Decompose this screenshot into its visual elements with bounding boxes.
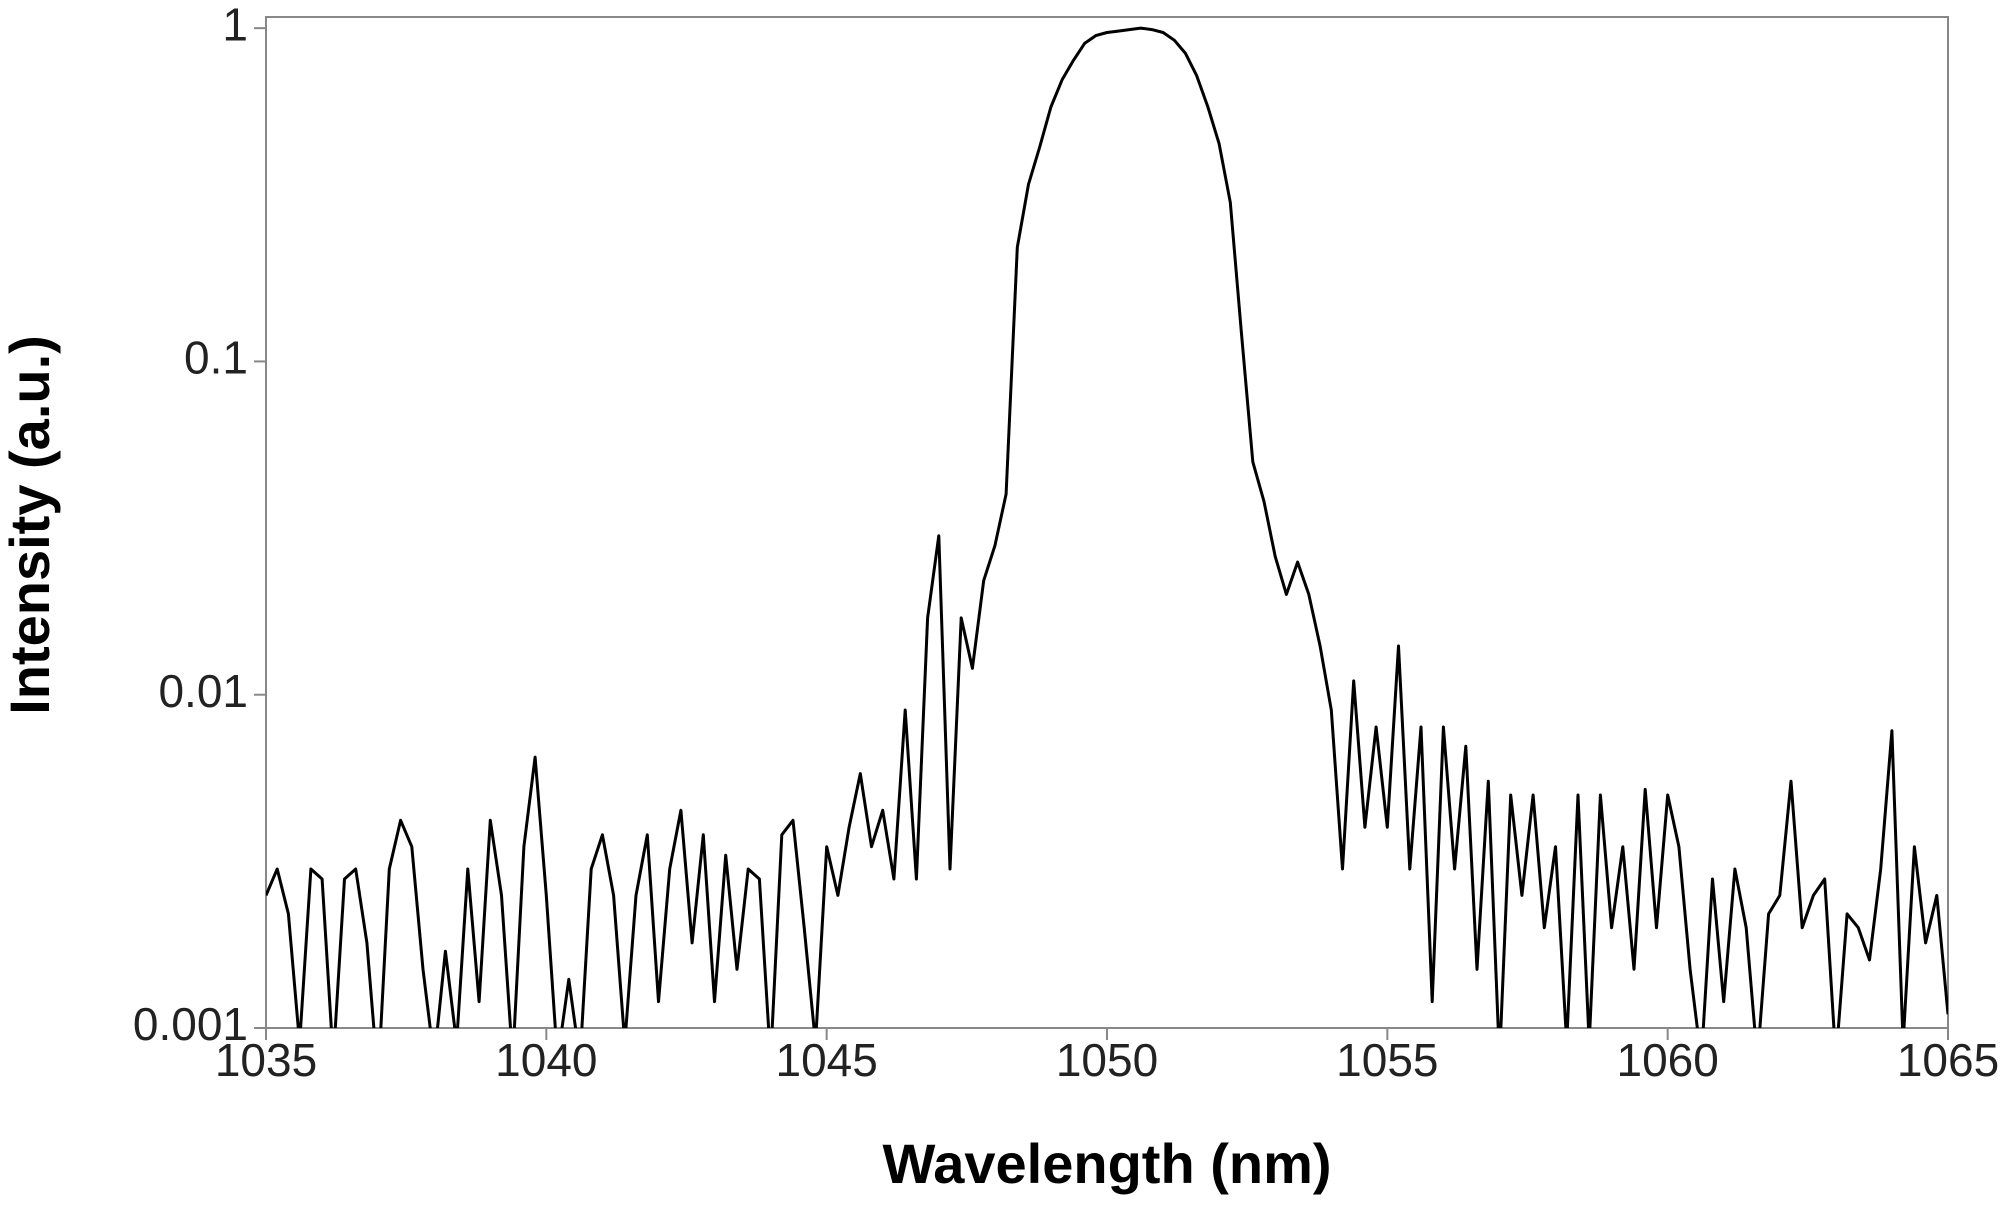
y-tick-label: 0.01 xyxy=(158,665,248,717)
y-axis-label: Intensity (a.u.) xyxy=(0,335,61,715)
y-tick-label: 0.001 xyxy=(133,998,248,1050)
y-tick-label: 1 xyxy=(222,0,248,50)
plot-frame xyxy=(265,16,1949,1029)
y-tick-label: 0.1 xyxy=(184,332,248,384)
x-tick-label: 1065 xyxy=(1897,1034,1999,1086)
x-axis-label: Wavelength (nm) xyxy=(882,1132,1331,1195)
x-tick-label: 1050 xyxy=(1056,1034,1158,1086)
x-tick-label: 1035 xyxy=(215,1034,317,1086)
x-tick-label: 1060 xyxy=(1616,1034,1718,1086)
spectrum-line xyxy=(266,26,1948,1028)
x-tick-label: 1040 xyxy=(495,1034,597,1086)
x-tick-label: 1045 xyxy=(775,1034,877,1086)
x-tick-label: 1055 xyxy=(1336,1034,1438,1086)
